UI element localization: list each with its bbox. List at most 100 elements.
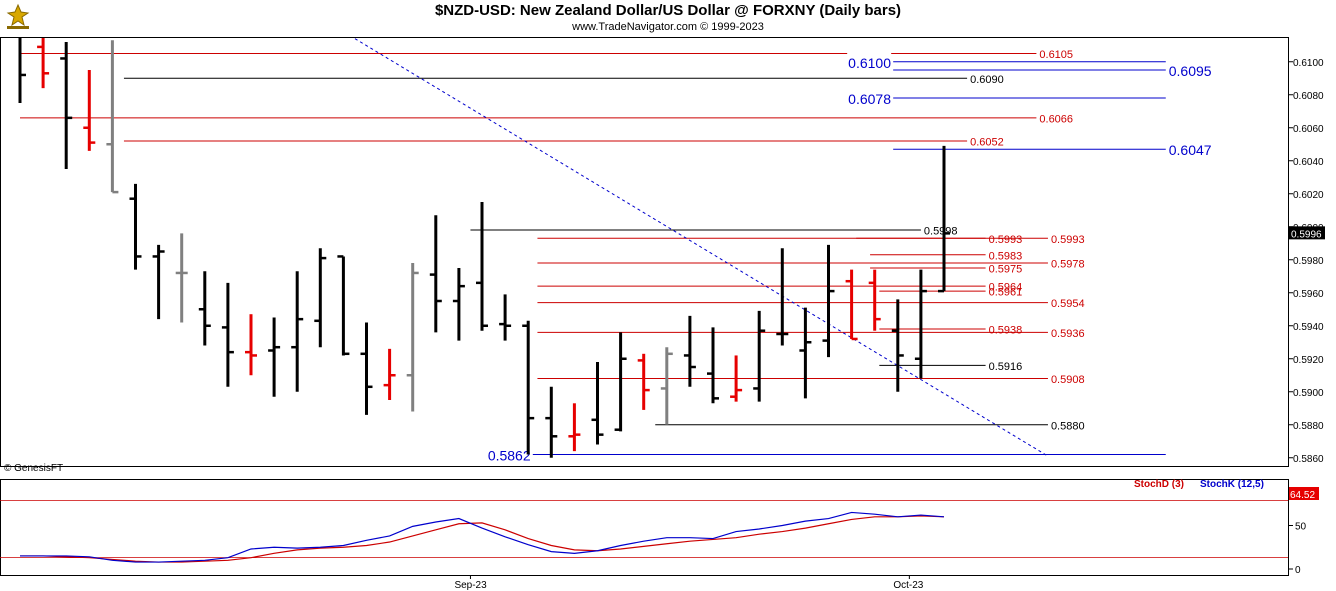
descending-trendline: [354, 38, 1049, 457]
ohlc-bar: [83, 70, 96, 151]
stoch-y-tick-label: 50: [1295, 522, 1307, 533]
ohlc-bar: [198, 271, 211, 346]
level-label: 0.6078: [848, 91, 891, 107]
ohlc-bar: [545, 386, 558, 458]
level-label: 0.6047: [1169, 142, 1212, 158]
level-label: 0.6095: [1169, 63, 1212, 79]
level-label: 0.5961: [989, 287, 1023, 299]
level-label: 0.5978: [1051, 259, 1085, 271]
level-label: 0.5908: [1051, 374, 1085, 386]
y-tick-label: 0.6080: [1293, 91, 1324, 102]
ohlc-bar: [776, 248, 789, 346]
ohlc-bar: [129, 183, 142, 270]
ohlc-bar: [337, 255, 350, 356]
y-tick-label: 0.5860: [1293, 454, 1324, 465]
stoch-y-tick-label: 0: [1295, 565, 1301, 576]
level-label: 0.6105: [1039, 49, 1073, 61]
ohlc-bar: [660, 347, 673, 425]
level-label-bg: [847, 49, 892, 64]
ohlc-bar: [360, 322, 373, 415]
ohlc-bar: [845, 269, 858, 341]
ohlc-bar: [245, 314, 257, 376]
x-tick-label: Oct-23: [893, 580, 923, 591]
ohlc-bar: [175, 233, 188, 323]
ohlc-bar: [406, 263, 419, 412]
ohlc-bar: [383, 348, 396, 400]
level-label: 0.5916: [989, 361, 1023, 373]
ohlc-bar: [522, 320, 535, 455]
logo-icon: [6, 3, 30, 29]
trendline: [354, 38, 1049, 457]
ohlc-bar: [106, 40, 119, 194]
price-axis: 0.61000.60800.60600.60400.60200.60000.59…: [1288, 58, 1325, 465]
y-tick-label: 0.5900: [1293, 388, 1324, 399]
ohlc-bar: [707, 327, 719, 404]
ohlc-bar: [452, 268, 465, 341]
level-label: 0.5936: [1051, 328, 1085, 340]
ohlc-bar: [221, 282, 234, 387]
ohlc-bar: [37, 38, 50, 89]
level-label-bg: [847, 86, 892, 101]
chart-subtitle: www.TradeNavigator.com © 1999-2023: [572, 21, 764, 33]
level-label: 0.5993: [1051, 234, 1085, 246]
stoch-current-value: 64.52: [1290, 490, 1315, 501]
level-label: 0.6100: [848, 55, 891, 71]
ohlc-bar: [476, 202, 488, 331]
ohlc-bar: [314, 248, 327, 348]
level-label: 0.5998: [924, 226, 958, 238]
ohlc-bar: [753, 310, 766, 402]
y-tick-label: 0.6040: [1293, 157, 1324, 168]
x-tick-label: Sep-23: [454, 580, 487, 591]
level-label: 0.5862: [488, 447, 531, 463]
y-tick-label: 0.5960: [1293, 289, 1324, 300]
level-label: 0.5954: [1051, 298, 1085, 310]
legend-stoch-d: StochD (3): [1134, 479, 1184, 490]
ohlc-bar: [730, 355, 743, 402]
level-label: 0.5880: [1051, 420, 1085, 432]
ohlc-bar: [268, 317, 281, 397]
ohlc-bar: [60, 41, 73, 169]
ohlc-bar: [152, 244, 165, 320]
stoch-current-box: [1289, 487, 1319, 500]
ohlc-bar: [799, 307, 812, 399]
ohlc-bar: [822, 244, 835, 358]
y-tick-label: 0.5880: [1293, 421, 1324, 432]
level-label: 0.5993: [989, 234, 1023, 246]
price-bars: [18, 38, 950, 458]
level-label: 0.5964: [989, 282, 1023, 294]
ohlc-bar: [891, 299, 904, 392]
chart-title: $NZD-USD: New Zealand Dollar/US Dollar @…: [434, 2, 902, 19]
ohlc-bar: [18, 38, 26, 103]
legend-stoch-k: StochK (12,5): [1200, 479, 1264, 490]
ohlc-bar: [591, 362, 604, 445]
ohlc-bar: [683, 315, 696, 387]
last-price-label: 0.5996: [1291, 229, 1322, 240]
y-tick-label: 0.5920: [1293, 355, 1324, 366]
level-label: 0.5938: [989, 325, 1023, 337]
ohlc-bar: [614, 332, 627, 432]
stochastic-panel: 50 0 StochD (3) StochK (12,5) 64.52: [0, 479, 1319, 576]
time-axis: Sep-23 Oct-23: [454, 575, 924, 591]
y-tick-label: 0.6100: [1293, 58, 1324, 69]
level-label: 0.5975: [989, 264, 1023, 276]
last-price-box: [1289, 226, 1325, 240]
copyright-note: © GenesisFT: [4, 463, 64, 474]
level-label: 0.6066: [1039, 113, 1073, 125]
y-tick-label: 0.5940: [1293, 322, 1324, 333]
y-tick-label: 0.5980: [1293, 256, 1324, 267]
level-label-bg: [486, 442, 531, 457]
level-label: 0.6090: [970, 74, 1004, 86]
ohlc-bar: [499, 294, 512, 341]
ohlc-bar: [938, 145, 950, 293]
ohlc-bar: [868, 269, 881, 331]
ohlc-bar: [568, 403, 581, 452]
ohlc-bar: [291, 271, 304, 392]
stoch-series-line: [20, 511, 945, 563]
ohlc-bar: [429, 215, 442, 333]
y-tick-label: 0.6060: [1293, 124, 1324, 135]
level-label: 0.5983: [989, 250, 1023, 262]
ohlc-bar: [914, 269, 927, 379]
ohlc-bar: [637, 353, 650, 410]
y-tick-label: 0.6020: [1293, 190, 1324, 201]
